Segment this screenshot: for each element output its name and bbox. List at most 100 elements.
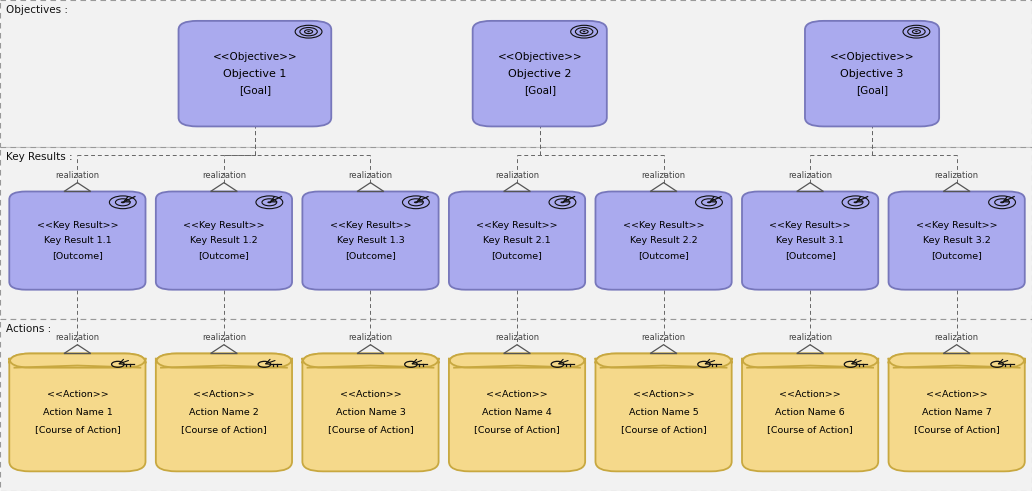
Text: [Course of Action]: [Course of Action] <box>181 426 267 435</box>
Text: Action Name 5: Action Name 5 <box>628 408 699 417</box>
Text: Action Name 6: Action Name 6 <box>775 408 845 417</box>
FancyBboxPatch shape <box>302 354 439 471</box>
Text: Key Result 1.2: Key Result 1.2 <box>190 236 258 245</box>
Text: Action Name 7: Action Name 7 <box>922 408 992 417</box>
Circle shape <box>267 201 271 203</box>
Text: realization: realization <box>935 171 978 180</box>
Text: <<Key Result>>: <<Key Result>> <box>329 221 412 230</box>
Text: [Course of Action]: [Course of Action] <box>474 426 560 435</box>
Bar <box>0 319 1032 491</box>
FancyBboxPatch shape <box>302 354 439 368</box>
Text: [Course of Action]: [Course of Action] <box>620 426 707 435</box>
Text: <<Key Result>>: <<Key Result>> <box>476 221 558 230</box>
FancyBboxPatch shape <box>805 21 939 127</box>
FancyBboxPatch shape <box>156 191 292 290</box>
FancyBboxPatch shape <box>742 354 878 368</box>
Text: realization: realization <box>56 171 99 180</box>
Text: Key Result 2.1: Key Result 2.1 <box>483 236 551 245</box>
Text: [Goal]: [Goal] <box>523 85 556 95</box>
Text: Key Result 1.3: Key Result 1.3 <box>336 236 405 245</box>
Circle shape <box>583 31 585 32</box>
Text: <<Key Result>>: <<Key Result>> <box>36 221 119 230</box>
FancyBboxPatch shape <box>889 354 1025 471</box>
Circle shape <box>915 31 917 32</box>
Text: <<Action>>: <<Action>> <box>46 390 108 399</box>
Text: [Course of Action]: [Course of Action] <box>327 426 414 435</box>
Text: Objectives :: Objectives : <box>6 5 68 15</box>
Text: [Course of Action]: [Course of Action] <box>34 426 121 435</box>
Text: [Course of Action]: [Course of Action] <box>913 426 1000 435</box>
FancyBboxPatch shape <box>449 354 585 368</box>
Text: [Outcome]: [Outcome] <box>198 251 250 260</box>
Text: <<Action>>: <<Action>> <box>486 390 548 399</box>
Circle shape <box>707 201 711 203</box>
FancyBboxPatch shape <box>449 191 585 290</box>
Text: Action Name 1: Action Name 1 <box>42 408 112 417</box>
FancyBboxPatch shape <box>156 354 292 471</box>
FancyBboxPatch shape <box>595 191 732 290</box>
Text: <<Key Result>>: <<Key Result>> <box>622 221 705 230</box>
FancyBboxPatch shape <box>9 191 146 290</box>
Text: realization: realization <box>202 333 246 342</box>
Text: realization: realization <box>642 171 685 180</box>
Text: Action Name 2: Action Name 2 <box>189 408 259 417</box>
Text: [Outcome]: [Outcome] <box>52 251 103 260</box>
FancyBboxPatch shape <box>9 354 146 368</box>
Text: <<Action>>: <<Action>> <box>926 390 988 399</box>
Text: realization: realization <box>788 333 832 342</box>
Text: [Outcome]: [Outcome] <box>784 251 836 260</box>
FancyBboxPatch shape <box>595 354 732 368</box>
Circle shape <box>308 31 310 32</box>
Text: <<Action>>: <<Action>> <box>193 390 255 399</box>
Text: Key Result 3.1: Key Result 3.1 <box>776 236 844 245</box>
Text: Action Name 3: Action Name 3 <box>335 408 406 417</box>
Text: [Outcome]: [Outcome] <box>931 251 982 260</box>
Text: <<Objective>>: <<Objective>> <box>213 52 297 62</box>
Text: [Outcome]: [Outcome] <box>345 251 396 260</box>
Text: realization: realization <box>788 171 832 180</box>
FancyBboxPatch shape <box>742 191 878 290</box>
Text: Key Result 1.1: Key Result 1.1 <box>43 236 111 245</box>
FancyBboxPatch shape <box>9 354 146 471</box>
Text: <<Key Result>>: <<Key Result>> <box>183 221 265 230</box>
Text: [Outcome]: [Outcome] <box>491 251 543 260</box>
Text: Key Result 2.2: Key Result 2.2 <box>630 236 698 245</box>
Text: realization: realization <box>349 333 392 342</box>
Circle shape <box>853 201 858 203</box>
Text: Objective 1: Objective 1 <box>223 69 287 79</box>
Text: <<Key Result>>: <<Key Result>> <box>915 221 998 230</box>
Text: realization: realization <box>495 171 539 180</box>
Text: realization: realization <box>56 333 99 342</box>
Text: <<Action>>: <<Action>> <box>633 390 695 399</box>
FancyBboxPatch shape <box>449 354 585 471</box>
FancyBboxPatch shape <box>889 191 1025 290</box>
Circle shape <box>414 201 418 203</box>
Text: realization: realization <box>642 333 685 342</box>
Text: <<Action>>: <<Action>> <box>779 390 841 399</box>
Circle shape <box>560 201 565 203</box>
FancyBboxPatch shape <box>889 354 1025 368</box>
Text: Actions :: Actions : <box>6 324 52 334</box>
Text: Objective 2: Objective 2 <box>508 69 572 79</box>
Text: [Goal]: [Goal] <box>856 85 889 95</box>
Bar <box>0 0 1032 147</box>
Text: realization: realization <box>495 333 539 342</box>
Text: <<Action>>: <<Action>> <box>340 390 401 399</box>
FancyBboxPatch shape <box>302 191 439 290</box>
Circle shape <box>1000 201 1004 203</box>
FancyBboxPatch shape <box>595 354 732 471</box>
Text: <<Key Result>>: <<Key Result>> <box>769 221 851 230</box>
Text: <<Objective>>: <<Objective>> <box>830 52 914 62</box>
Text: [Course of Action]: [Course of Action] <box>767 426 853 435</box>
Text: realization: realization <box>202 171 246 180</box>
Bar <box>0 147 1032 319</box>
FancyBboxPatch shape <box>473 21 607 127</box>
Circle shape <box>121 201 125 203</box>
Text: realization: realization <box>935 333 978 342</box>
Text: Key Results :: Key Results : <box>6 152 73 162</box>
Text: Key Result 3.2: Key Result 3.2 <box>923 236 991 245</box>
Text: [Outcome]: [Outcome] <box>638 251 689 260</box>
Text: realization: realization <box>349 171 392 180</box>
Text: <<Objective>>: <<Objective>> <box>497 52 582 62</box>
Text: Action Name 4: Action Name 4 <box>482 408 552 417</box>
